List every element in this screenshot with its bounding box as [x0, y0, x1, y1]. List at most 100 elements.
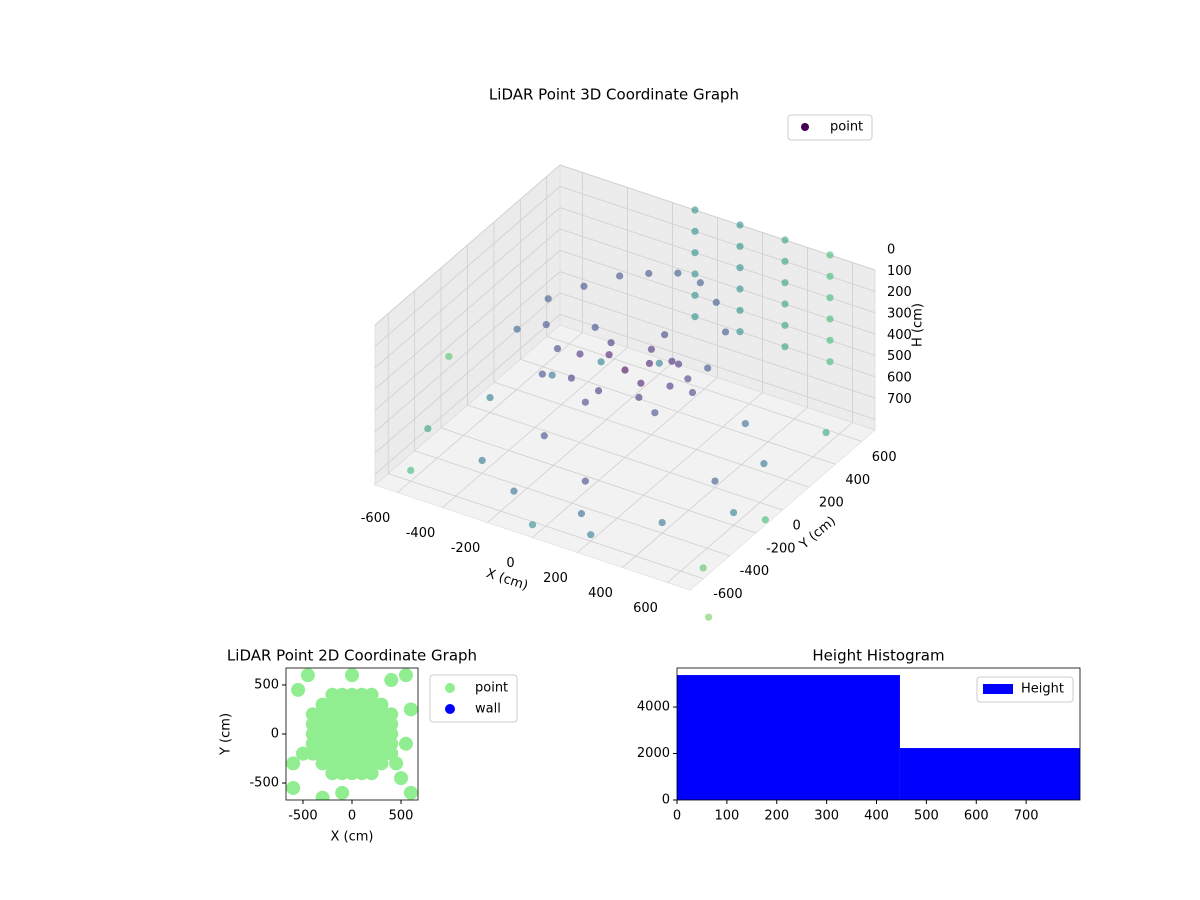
y-tick-label: 200 — [819, 496, 844, 511]
point — [691, 291, 699, 299]
h-grid-line — [559, 185, 876, 292]
point — [822, 428, 830, 437]
point — [315, 697, 330, 712]
points — [407, 206, 906, 621]
point — [424, 425, 432, 433]
point — [591, 323, 599, 331]
point — [384, 707, 399, 722]
point — [345, 697, 359, 712]
point — [691, 313, 699, 321]
point — [345, 766, 359, 781]
point — [305, 717, 320, 732]
point — [699, 564, 707, 572]
point — [354, 736, 369, 751]
x-tick-label: -600 — [361, 511, 391, 526]
y-tick-label: 600 — [872, 450, 897, 465]
y-tick-label: -400 — [740, 564, 770, 579]
y-tick-label: -600 — [713, 587, 743, 602]
point — [354, 697, 369, 712]
x-tick-label: 600 — [633, 601, 658, 616]
point — [621, 366, 629, 374]
x-tick-label: 100 — [714, 809, 739, 824]
point — [345, 756, 359, 771]
point — [374, 707, 389, 722]
point — [335, 766, 350, 781]
h-tick-label: 0 — [887, 243, 895, 258]
h-grid-line — [374, 164, 561, 326]
point — [781, 321, 789, 329]
point — [651, 409, 659, 417]
point — [364, 687, 379, 702]
h-tick-label: 600 — [887, 371, 912, 386]
y-axis-label: Y (cm) — [219, 713, 234, 756]
point — [384, 717, 399, 732]
point — [736, 264, 744, 272]
point — [315, 736, 330, 751]
point — [645, 269, 653, 278]
bar — [677, 675, 900, 800]
y-grid-line — [493, 381, 810, 488]
point — [781, 279, 789, 287]
h-grid-line — [374, 271, 561, 432]
axes-frame — [676, 667, 1081, 801]
point — [577, 510, 586, 518]
point — [736, 306, 744, 314]
y-tick-label: 0 — [271, 727, 279, 742]
point — [335, 785, 350, 800]
h-grid-line — [559, 164, 876, 271]
point — [354, 717, 369, 732]
point — [658, 518, 666, 527]
point — [674, 360, 683, 368]
point — [826, 358, 834, 366]
point — [605, 351, 613, 359]
point — [345, 707, 359, 722]
point — [325, 697, 340, 712]
point — [899, 462, 906, 469]
point — [712, 298, 720, 306]
point — [364, 727, 379, 741]
point — [647, 345, 656, 353]
point — [345, 717, 359, 732]
point — [335, 736, 350, 751]
point — [315, 756, 330, 771]
point — [354, 766, 369, 781]
x-tick-label: 400 — [864, 809, 889, 824]
point — [325, 707, 340, 722]
point — [364, 736, 379, 751]
y-grid-line — [440, 427, 757, 534]
y-grid-line — [546, 336, 862, 442]
points — [286, 668, 418, 800]
point — [826, 315, 834, 323]
legend-label: point — [830, 120, 863, 135]
point — [374, 717, 389, 732]
point — [325, 736, 340, 751]
y-grid-line — [388, 473, 704, 579]
h-grid-line — [559, 228, 876, 335]
point — [315, 746, 330, 761]
point — [305, 707, 320, 722]
point — [637, 379, 645, 387]
h-axis-label: H (cm) — [911, 303, 926, 347]
point — [826, 294, 834, 302]
point — [354, 756, 369, 771]
x-tick-label: -400 — [406, 526, 436, 541]
point — [781, 300, 789, 308]
point — [374, 746, 389, 761]
point — [364, 766, 379, 781]
legend-patch — [983, 684, 1013, 694]
point — [510, 487, 518, 495]
point — [655, 359, 663, 367]
point — [736, 221, 744, 229]
point — [781, 257, 789, 265]
point — [394, 771, 409, 786]
h-grid-line — [374, 292, 561, 454]
point — [364, 697, 379, 712]
point — [691, 206, 699, 214]
h-tick-label: 400 — [887, 328, 912, 343]
y-grid-line — [467, 404, 783, 511]
point — [513, 325, 521, 333]
legend-box — [976, 676, 1074, 703]
point — [540, 432, 548, 440]
point — [384, 673, 399, 688]
